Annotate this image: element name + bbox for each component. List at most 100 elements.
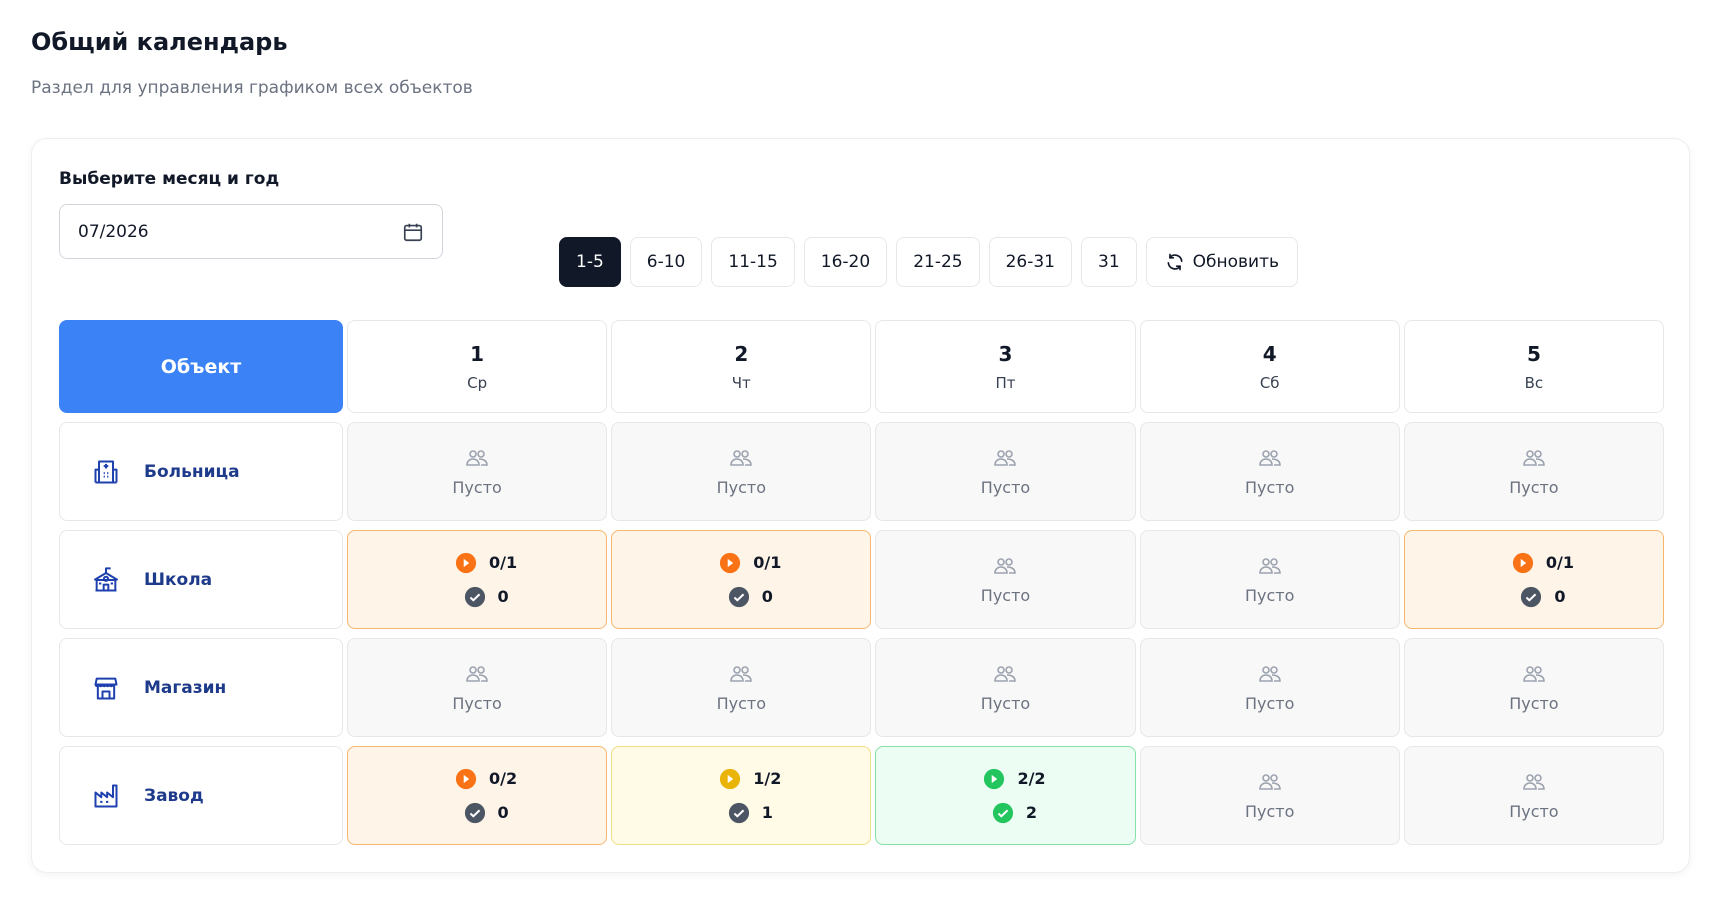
refresh-button[interactable]: Обновить (1145, 237, 1299, 287)
empty-label: Пусто (980, 694, 1031, 713)
done-value: 1 (761, 803, 773, 822)
empty-label: Пусто (452, 478, 502, 497)
progress-line: 0/1 (701, 552, 781, 574)
schedule-cell[interactable]: Пусто (1403, 638, 1664, 737)
empty-label: Пусто (1244, 478, 1295, 497)
object-cell: Магазин (59, 638, 343, 737)
schedule-cell[interactable]: 1/2 1 (611, 746, 872, 845)
empty-label: Пусто (1244, 694, 1295, 713)
page-title: Общий календарь (31, 28, 288, 56)
schedule-cell[interactable]: Пусто (347, 422, 608, 521)
day-number: 2 (734, 341, 749, 366)
play-icon (455, 552, 477, 573)
day-header: 2 Чт (611, 320, 872, 413)
empty-label: Пусто (980, 478, 1031, 497)
people-icon (1523, 450, 1545, 466)
day-number: 5 (1526, 341, 1541, 366)
schedule-cell[interactable]: Пусто (1139, 530, 1400, 629)
check-icon (1521, 586, 1542, 607)
people-icon (466, 666, 488, 682)
check-icon (464, 586, 485, 607)
people-icon (730, 666, 753, 682)
schedule-cell[interactable]: 2/2 2 (875, 746, 1136, 845)
schedule-cell[interactable]: 0/1 0 (611, 530, 872, 629)
check-icon (992, 802, 1014, 823)
schedule-cell[interactable]: Пусто (1403, 746, 1664, 845)
progress-value: 0/1 (489, 553, 518, 572)
page-subtitle: Раздел для управления графиком всех объе… (31, 78, 473, 98)
check-icon (728, 802, 749, 823)
done-line: 0 (446, 802, 509, 824)
weekday: Сб (1259, 373, 1280, 392)
done-line: 0 (446, 586, 509, 608)
schedule-cell[interactable]: Пусто (611, 422, 872, 521)
day-header: 5 Вс (1403, 320, 1664, 413)
people-icon (994, 558, 1017, 574)
filter-label: Выберите месяц и год (59, 169, 280, 189)
schedule-cell[interactable]: Пусто (1139, 746, 1400, 845)
schedule-cell[interactable]: Пусто (875, 530, 1136, 629)
object-name: Завод (144, 785, 204, 806)
weekday: Ср (467, 373, 488, 392)
corner-header: Объект (59, 320, 343, 413)
day-number: 1 (470, 341, 485, 366)
object-cell: Завод (59, 746, 343, 845)
calendar-grid: Объект 1 Ср 2 Чт 3 Пт 4 Сб 5 Вс Больница Пусто Пусто П… (59, 320, 1664, 845)
range-button[interactable]: 21-25 (896, 237, 980, 287)
people-icon (1523, 666, 1545, 682)
progress-value: 0/2 (489, 769, 518, 788)
range-button[interactable]: 16-20 (803, 237, 888, 287)
check-icon (728, 586, 749, 607)
schedule-cell[interactable]: 0/1 0 (1403, 530, 1664, 629)
schedule-cell[interactable]: 0/1 0 (347, 530, 608, 629)
range-buttons: 1-5 6-10 11-15 16-20 21-25 26-31 31 Обновить (559, 237, 1299, 287)
object-cell: Больница (59, 422, 343, 521)
people-icon (994, 450, 1017, 466)
play-icon (1512, 552, 1533, 573)
empty-label: Пусто (1244, 586, 1295, 605)
people-icon (1523, 774, 1545, 790)
empty-label: Пусто (716, 478, 766, 497)
day-header: 1 Ср (347, 320, 608, 413)
empty-label: Пусто (1509, 478, 1559, 497)
people-icon (1258, 450, 1281, 466)
progress-value: 0/1 (753, 553, 782, 572)
schedule-cell[interactable]: Пусто (611, 638, 872, 737)
play-icon (455, 768, 477, 789)
object-icon (93, 566, 119, 591)
empty-label: Пусто (1509, 802, 1559, 821)
range-button[interactable]: 6-10 (629, 237, 703, 287)
people-icon (1258, 666, 1281, 682)
range-button[interactable]: 1-5 (559, 237, 621, 287)
empty-label: Пусто (980, 586, 1031, 605)
schedule-cell[interactable]: 0/2 0 (347, 746, 608, 845)
range-button[interactable]: 11-15 (711, 237, 795, 287)
check-icon (464, 802, 485, 823)
progress-line: 0/1 (437, 552, 517, 574)
object-cell: Школа (59, 530, 343, 629)
schedule-cell[interactable]: Пусто (1403, 422, 1664, 521)
done-line: 2 (974, 802, 1037, 824)
done-value: 0 (1554, 587, 1566, 606)
object-icon (94, 784, 118, 807)
schedule-cell[interactable]: Пусто (1139, 638, 1400, 737)
empty-label: Пусто (1244, 802, 1295, 821)
schedule-cell[interactable]: Пусто (875, 422, 1136, 521)
schedule-cell[interactable]: Пусто (1139, 422, 1400, 521)
people-icon (730, 450, 753, 466)
range-button[interactable]: 31 (1081, 237, 1137, 287)
play-icon (720, 768, 741, 789)
range-button[interactable]: 26-31 (988, 237, 1072, 287)
done-value: 2 (1025, 803, 1038, 822)
refresh-icon (1167, 253, 1183, 271)
month-input[interactable]: 07/2026 (59, 204, 443, 259)
done-line: 1 (710, 802, 773, 824)
done-line: 0 (710, 586, 773, 608)
schedule-cell[interactable]: Пусто (875, 638, 1136, 737)
weekday: Пт (995, 373, 1016, 392)
people-icon (466, 450, 488, 466)
day-number: 3 (998, 341, 1013, 366)
schedule-cell[interactable]: Пусто (347, 638, 608, 737)
